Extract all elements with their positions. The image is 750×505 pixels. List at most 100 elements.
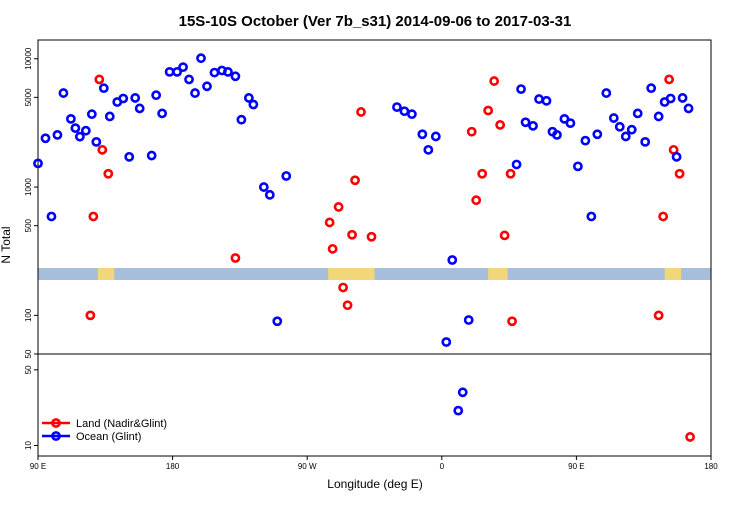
legend-label: Land (Nadir&Glint) <box>76 418 167 430</box>
ocean-point <box>406 109 417 120</box>
land-point <box>489 76 500 86</box>
ocean-point <box>248 99 259 110</box>
chart-title: 15S-10S October (Ver 7b_s31) 2014-09-06 … <box>179 13 572 30</box>
ocean-point <box>592 129 603 140</box>
ocean-point <box>134 103 145 114</box>
ocean-point <box>453 405 464 416</box>
ocean-point <box>52 129 63 140</box>
land-band <box>97 268 115 280</box>
land-point <box>333 202 344 212</box>
lower-panel-frame <box>37 353 712 457</box>
land-point <box>507 316 517 327</box>
land-point <box>350 175 360 186</box>
x-tick-label: 90 E <box>568 462 584 471</box>
land-point <box>94 74 105 85</box>
y-tick-label: 10000 <box>24 47 33 70</box>
ocean-point <box>281 171 292 181</box>
y-tick-label: 100 <box>24 308 33 322</box>
x-tick-label: 0 <box>440 462 445 471</box>
ocean-point <box>264 189 275 200</box>
ocean-point <box>223 66 233 77</box>
legend-marker <box>51 431 61 441</box>
ocean-point <box>601 88 612 98</box>
coverage-bands <box>38 268 711 280</box>
ocean-point <box>541 95 552 106</box>
y-tick-label: 50 <box>24 349 33 358</box>
land-point <box>471 195 482 206</box>
ocean-point <box>118 93 129 104</box>
ocean-point <box>58 88 69 98</box>
land-point <box>366 231 377 242</box>
land-point <box>685 432 695 442</box>
ocean-point <box>164 66 175 77</box>
ocean-point <box>146 150 157 161</box>
legend-label: Ocean (Glint) <box>76 431 141 443</box>
ocean-point <box>665 93 676 104</box>
axis-ticks: 90 E 180 90 W 0 90 E 180 50 100 500 1000 5000 10000… <box>24 47 718 471</box>
land-point <box>466 126 477 137</box>
ocean-point <box>33 158 43 169</box>
ocean-point <box>86 109 97 120</box>
ocean-point <box>91 136 102 147</box>
ocean-point <box>80 125 91 136</box>
ocean-point <box>184 74 194 85</box>
land-point <box>483 105 494 116</box>
ocean-point <box>236 114 247 125</box>
ocean-point <box>124 151 135 162</box>
ocean-point <box>511 159 522 170</box>
land-point <box>342 300 353 311</box>
land-point <box>495 120 506 130</box>
land-point <box>658 211 669 222</box>
ocean-point <box>552 129 562 140</box>
ocean-point <box>632 108 643 119</box>
y-tick-label: 1000 <box>24 178 33 196</box>
y-tick-label: 50 <box>24 365 33 374</box>
land-band <box>664 268 682 280</box>
y-tick-label: 10 <box>24 441 33 450</box>
legend: Land (Nadir&Glint)Ocean (Glint) <box>42 418 167 443</box>
ocean-point <box>516 84 526 95</box>
y-tick-label: 500 <box>24 218 33 232</box>
land-point <box>97 144 108 155</box>
ocean-point <box>243 93 254 103</box>
ocean-point <box>646 83 657 94</box>
ocean-point <box>586 211 597 222</box>
x-tick-label: 180 <box>166 462 180 471</box>
ocean-point <box>520 117 531 128</box>
ocean-point <box>620 131 631 142</box>
land-point <box>477 168 488 179</box>
ocean-point <box>202 81 212 92</box>
ocean-point <box>196 53 206 64</box>
land-band <box>328 268 375 280</box>
x-tick-label: 90 E <box>30 462 46 471</box>
x-tick-label: 90 W <box>298 462 317 471</box>
ocean-point <box>151 90 162 101</box>
ocean-point <box>417 129 428 140</box>
ocean-point <box>230 71 241 82</box>
ocean-point <box>565 118 576 129</box>
land-point <box>324 217 335 228</box>
legend-marker <box>51 418 61 428</box>
ocean-point <box>190 88 200 98</box>
ocean-point <box>430 131 441 142</box>
ocean-point <box>447 255 458 265</box>
ocean-point <box>677 93 688 103</box>
ocean-point <box>40 133 51 144</box>
y-axis-label: N Total <box>0 226 13 263</box>
ocean-point <box>640 136 651 147</box>
land-band <box>488 268 508 280</box>
ocean-point <box>441 337 452 347</box>
ocean-point <box>580 135 591 146</box>
ocean-point <box>157 108 168 119</box>
land-point <box>327 243 338 254</box>
ocean-point <box>423 144 434 155</box>
ocean-point <box>399 106 410 117</box>
ocean-point <box>608 113 619 123</box>
ocean-point <box>46 211 57 222</box>
panel-frames <box>37 39 712 457</box>
ocean-point <box>528 120 538 131</box>
ocean-point <box>172 66 182 77</box>
ocean-point <box>178 62 188 73</box>
